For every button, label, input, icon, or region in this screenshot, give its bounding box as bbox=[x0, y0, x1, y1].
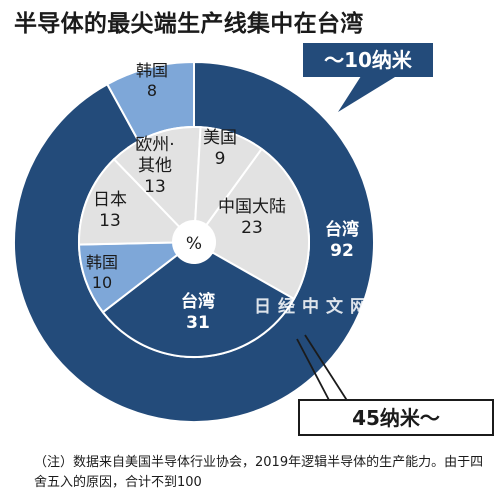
inner-slice-value-5: 9 bbox=[215, 149, 226, 169]
inner-slice-label-3: 日本 bbox=[93, 190, 127, 210]
inner-callout-leader bbox=[304, 334, 349, 403]
inner-slice-label-2: 韩国 bbox=[86, 253, 118, 272]
outer-slice-label-1: 韩国 bbox=[136, 61, 168, 80]
inner-slice-value-1: 31 bbox=[186, 313, 210, 333]
inner-callout-leader-2 bbox=[296, 338, 331, 403]
inner-slice-value-0: 23 bbox=[241, 218, 263, 238]
outer-slice-value-0: 92 bbox=[330, 241, 354, 261]
inner-slice-value-4: 13 bbox=[144, 177, 166, 197]
inner-slice-value-3: 13 bbox=[99, 211, 121, 231]
watermark: 日经中文网 bbox=[254, 297, 374, 317]
center-percent-label: % bbox=[186, 234, 202, 254]
outer-ring-callout: ～10纳米 bbox=[303, 43, 433, 77]
footnote: （注）数据来自美国半导体行业协会，2019年逻辑半导体的生产能力。由于四舍五入的… bbox=[34, 455, 484, 490]
inner-slice-value-2: 10 bbox=[92, 273, 112, 292]
chart-title: 半导体的最尖端生产线集中在台湾 bbox=[14, 11, 364, 37]
inner-slice-label-5: 美国 bbox=[203, 128, 237, 148]
inner-slice-label-4-a: 欧州· bbox=[135, 135, 174, 155]
inner-slice-label-0: 中国大陆 bbox=[218, 197, 286, 217]
outer-slice-value-1: 8 bbox=[147, 81, 157, 100]
outer-slice-label-0: 台湾 bbox=[325, 219, 359, 240]
inner-ring bbox=[78, 126, 310, 358]
inner-ring-callout: 45纳米～ bbox=[298, 399, 494, 436]
inner-slice-label-1: 台湾 bbox=[181, 291, 215, 312]
inner-slice-label-4-b: 其他 bbox=[138, 156, 172, 176]
inner-slice-5 bbox=[194, 126, 263, 227]
center-label: % bbox=[173, 221, 215, 263]
